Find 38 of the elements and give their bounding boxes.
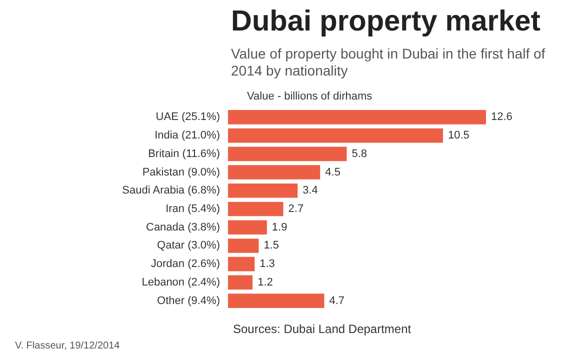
y-tick-label: Jordan (2.6%)	[150, 258, 220, 270]
y-tick-label: Other (9.4%)	[157, 294, 220, 307]
data-label: 1.5	[264, 240, 280, 252]
data-label: 1.3	[260, 258, 275, 270]
chart-subtitle: Value of property bought in Dubai in the first half of 2014 by nationality	[231, 46, 550, 78]
bar	[228, 202, 284, 216]
data-label: 4.5	[325, 166, 340, 178]
data-label: 5.8	[352, 148, 368, 160]
bar	[228, 165, 320, 180]
data-label: 10.5	[448, 130, 470, 142]
data-label: 12.6	[491, 111, 512, 124]
data-label: 2.7	[288, 203, 304, 215]
text: V. Flasseur, 19/12/2014	[15, 340, 120, 350]
y-tick-label: UAE (25.1%)	[156, 111, 220, 124]
bar	[228, 183, 298, 198]
bar	[228, 238, 259, 253]
y-tick-label: Britain (11.6%)	[148, 148, 220, 160]
data-label: 1.9	[272, 221, 288, 234]
bar	[228, 220, 267, 235]
bar	[228, 128, 443, 143]
y-tick-label: India (21.0%)	[154, 130, 220, 142]
bar	[228, 294, 324, 308]
bar	[228, 275, 253, 290]
y-tick-label: Saudi Arabia (6.8%)	[122, 184, 220, 197]
y-tick-label: Lebanon (2.4%)	[142, 276, 220, 288]
y-tick-label: Pakistan (9.0%)	[142, 166, 220, 178]
bar	[228, 110, 486, 124]
bar	[228, 146, 347, 162]
y-tick-label: Qatar (3.0%)	[157, 240, 220, 252]
data-label: 4.7	[329, 294, 345, 307]
x-axis-title: Value - billions of dirhams	[247, 90, 373, 102]
source-note: Sources: Dubai Land Department	[233, 322, 412, 336]
bar	[228, 256, 255, 272]
chart-title: Dubai property market	[231, 6, 541, 38]
data-label: 1.2	[258, 276, 273, 288]
y-tick-label: Canada (3.8%)	[146, 221, 220, 234]
y-tick-label: Iran (5.4%)	[166, 203, 220, 215]
data-label: 3.4	[302, 184, 318, 197]
